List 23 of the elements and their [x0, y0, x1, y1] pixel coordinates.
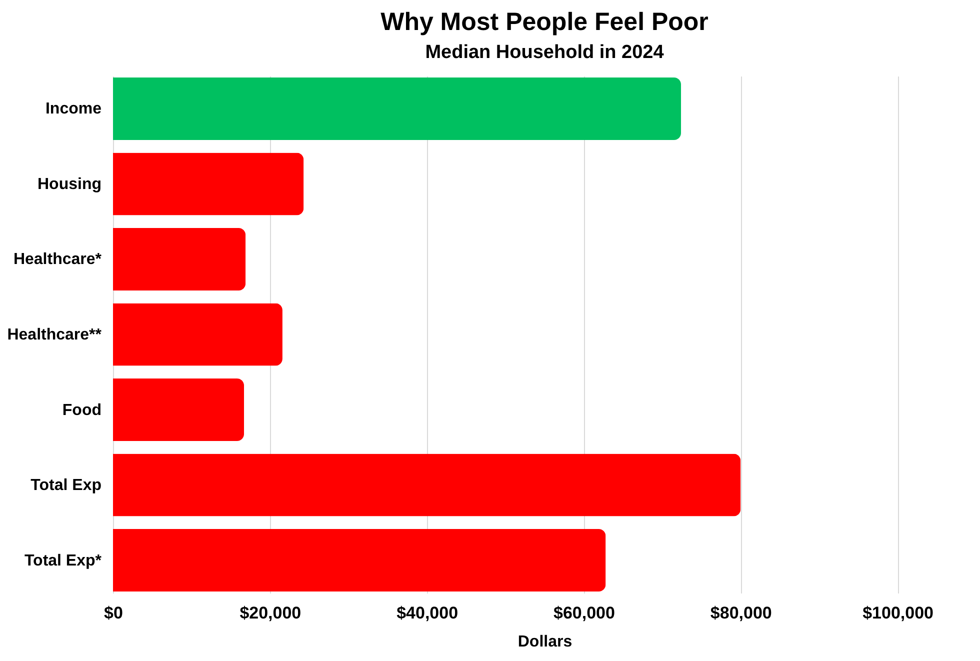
x-tick-label: $100,000: [862, 604, 934, 622]
y-tick-label: Income: [45, 100, 102, 118]
bar: [113, 78, 682, 140]
y-tick-label: Healthcare*: [13, 251, 102, 268]
x-tick-label: $60,000: [554, 604, 615, 622]
x-tick-label: $20,000: [240, 604, 302, 622]
y-tick-label: Housing: [38, 176, 102, 193]
bar: [113, 454, 741, 516]
bar: [113, 529, 606, 592]
bar: [113, 303, 282, 366]
bar: [113, 152, 304, 216]
bar: [113, 378, 244, 441]
chart-title: Why Most People Feel Poor: [380, 8, 709, 36]
x-tick-label: $40,000: [396, 604, 458, 622]
x-tick-label: $0: [104, 604, 123, 622]
y-tick-label: Food: [62, 402, 102, 419]
chart-subtitle: Median Household in 2024: [425, 42, 664, 63]
bar: [113, 228, 246, 290]
x-axis-title: Dollars: [518, 634, 572, 650]
x-tick-label: $80,000: [710, 604, 772, 622]
y-tick-label: Total Exp*: [24, 552, 102, 570]
y-tick-label: Total Exp: [30, 477, 102, 494]
y-tick-label: Healthcare**: [7, 326, 102, 344]
